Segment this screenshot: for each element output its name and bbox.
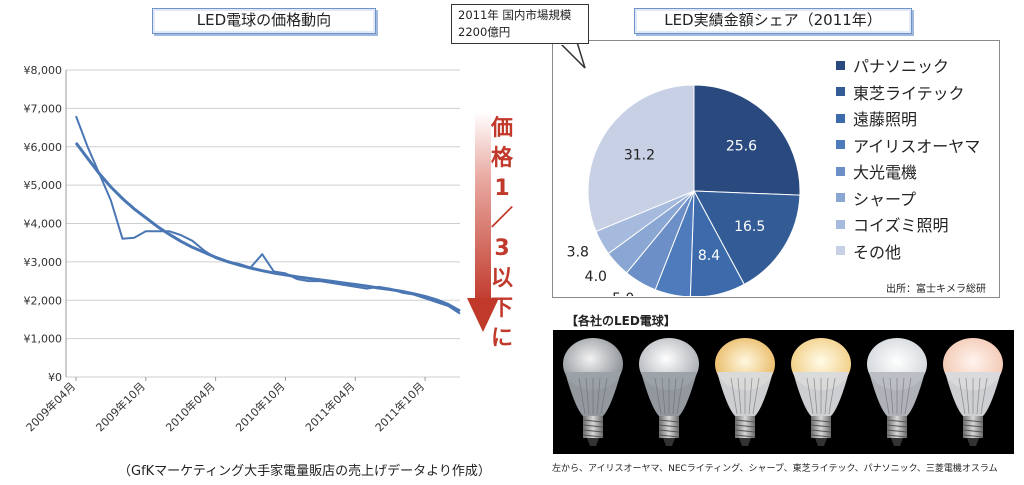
legend-label: その他 bbox=[853, 242, 902, 262]
led-bulb-icon bbox=[867, 338, 927, 446]
legend-swatch bbox=[836, 193, 845, 203]
pie-value-label: 4.0 bbox=[585, 269, 607, 285]
line-chart-footnote: （GfKマーケティング大手家電量販店の売上げデータより作成） bbox=[118, 464, 491, 479]
pie-slice bbox=[693, 84, 801, 196]
bulbs-footnote: 左から、アイリスオーヤマ、NECライティング、シャープ、東芝ライテック、パナソニ… bbox=[552, 464, 998, 474]
legend-item: 遠藤照明 bbox=[836, 105, 980, 132]
line-chart-title: LED電球の価格動向 bbox=[152, 8, 376, 34]
line-chart-series bbox=[74, 115, 461, 315]
pie-chart-source: 出所：富士キメラ総研 bbox=[886, 284, 986, 295]
legend-item: シャープ bbox=[836, 185, 980, 212]
pie-slice bbox=[689, 189, 745, 296]
legend-swatch bbox=[836, 246, 845, 256]
pie-value-label: 5.0 bbox=[612, 291, 634, 296]
price-drop-label-char: ／ bbox=[490, 206, 513, 231]
x-tick-label: 2010年10月 bbox=[232, 379, 287, 434]
led-bulb-icon bbox=[943, 338, 1003, 446]
pie-value-label: 3.8 bbox=[567, 245, 589, 261]
x-tick-label: 2011年04月 bbox=[302, 379, 357, 434]
pie-chart: 25.616.58.45.45.04.03.831.2 bbox=[567, 84, 801, 297]
led-bulb-icon bbox=[715, 338, 775, 446]
legend-swatch bbox=[836, 87, 845, 97]
pie-chart-legend: パナソニック 東芝ライテック 遠藤照明アイリスオーヤマ 大光電機シャープコイズミ照明そ… bbox=[836, 52, 980, 264]
market-size-callout: 2011年 国内市場規模 2200億円 bbox=[451, 4, 589, 44]
legend-label: シャープ bbox=[853, 189, 917, 209]
y-tick-label: ¥6,000 bbox=[24, 141, 63, 154]
line-chart-x-ticks: 2009年04月 2009年10月 2010年04月 2010年10月 2011年04月… bbox=[23, 377, 427, 434]
legend-swatch bbox=[836, 60, 845, 70]
y-tick-label: ¥0 bbox=[48, 371, 62, 384]
price-drop-label-char: 3 bbox=[494, 236, 510, 261]
legend-item: アイリスオーヤマ bbox=[836, 132, 980, 159]
y-tick-label: ¥5,000 bbox=[24, 179, 63, 192]
y-tick-label: ¥1,000 bbox=[24, 333, 63, 346]
x-tick-label: 2009年04月 bbox=[23, 379, 78, 434]
price-drop-label-char: 下 bbox=[490, 296, 513, 321]
pie-chart-title: LED実績金額シェア（2011年） bbox=[634, 8, 912, 34]
price-drop-label-char: 格 bbox=[490, 146, 513, 171]
pie-value-label: 8.4 bbox=[698, 248, 720, 264]
legend-label: 東芝ライテック bbox=[853, 83, 965, 103]
legend-swatch bbox=[836, 219, 845, 229]
price-drop-label-char: に bbox=[490, 326, 513, 351]
callout-tail bbox=[557, 42, 586, 69]
pie-value-label: 25.6 bbox=[726, 139, 757, 155]
pie-chart-slices bbox=[587, 84, 801, 296]
legend-swatch bbox=[836, 166, 845, 176]
legend-label: 大光電機 bbox=[853, 163, 918, 183]
legend-item: 東芝ライテック bbox=[836, 79, 980, 106]
line-chart: ¥0 ¥1,000 ¥2,000 ¥3,000 ¥4,000 ¥5,000 ¥6,000 ¥7… bbox=[23, 64, 461, 434]
led-bulb-icon bbox=[791, 338, 851, 446]
line-chart-grid bbox=[65, 69, 460, 378]
bulbs-caption: 【各社のLED電球】 bbox=[566, 314, 676, 328]
series-line-1 bbox=[75, 115, 461, 315]
legend-label: パナソニック bbox=[853, 57, 950, 77]
y-tick-label: ¥7,000 bbox=[24, 102, 63, 115]
y-tick-label: ¥4,000 bbox=[24, 218, 63, 231]
legend-item: 大光電機 bbox=[836, 158, 980, 185]
y-tick-label: ¥8,000 bbox=[24, 64, 63, 77]
legend-label: コイズミ照明 bbox=[853, 216, 949, 236]
legend-item: その他 bbox=[836, 238, 980, 265]
x-tick-label: 2009年10月 bbox=[93, 379, 148, 434]
legend-label: 遠藤照明 bbox=[853, 110, 918, 130]
x-tick-label: 2010年04月 bbox=[163, 379, 218, 434]
price-down-arrow-icon bbox=[467, 112, 499, 332]
legend-item: コイズミ照明 bbox=[836, 211, 980, 238]
line-chart-y-ticks: ¥0 ¥1,000 ¥2,000 ¥3,000 ¥4,000 ¥5,000 ¥6,000 ¥7… bbox=[24, 64, 63, 384]
legend-swatch bbox=[836, 140, 845, 150]
pie-slice bbox=[693, 190, 801, 286]
y-tick-label: ¥2,000 bbox=[24, 294, 63, 307]
pie-slice bbox=[587, 84, 695, 233]
price-drop-label-char: 価 bbox=[490, 116, 513, 141]
x-tick-label: 2011年10月 bbox=[372, 379, 427, 434]
pie-value-label: 31.2 bbox=[624, 148, 655, 164]
led-bulb-icon bbox=[563, 338, 623, 446]
price-drop-label: 価格 1 ／ 3 以下に bbox=[488, 114, 516, 354]
pie-value-label: 16.5 bbox=[734, 219, 765, 235]
legend-label: アイリスオーヤマ bbox=[853, 136, 981, 156]
bulbs-photo bbox=[553, 330, 1014, 454]
pie-chart-labels: 25.616.58.45.45.04.03.831.2 bbox=[567, 139, 766, 297]
y-tick-label: ¥3,000 bbox=[24, 256, 63, 269]
led-bulb-icon bbox=[639, 338, 699, 446]
price-drop-label-char: 以 bbox=[490, 266, 513, 291]
legend-swatch bbox=[836, 113, 845, 123]
series-line-2 bbox=[74, 141, 461, 313]
price-drop-label-char: 1 bbox=[494, 176, 510, 201]
legend-item: パナソニック bbox=[836, 52, 980, 79]
